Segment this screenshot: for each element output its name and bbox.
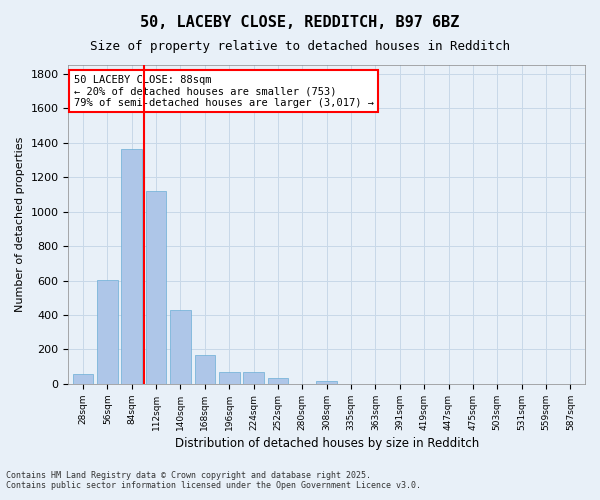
Bar: [121, 148, 142, 384]
Bar: [73, 374, 94, 384]
Text: Contains HM Land Registry data © Crown copyright and database right 2025.
Contai: Contains HM Land Registry data © Crown c…: [6, 470, 421, 490]
Bar: [146, 191, 166, 384]
Text: 50, LACEBY CLOSE, REDDITCH, B97 6BZ: 50, LACEBY CLOSE, REDDITCH, B97 6BZ: [140, 15, 460, 30]
Bar: [268, 378, 289, 384]
Bar: [97, 280, 118, 384]
Bar: [316, 380, 337, 384]
X-axis label: Distribution of detached houses by size in Redditch: Distribution of detached houses by size …: [175, 437, 479, 450]
Bar: [194, 354, 215, 384]
Text: 50 LACEBY CLOSE: 88sqm
← 20% of detached houses are smaller (753)
79% of semi-de: 50 LACEBY CLOSE: 88sqm ← 20% of detached…: [74, 74, 374, 108]
Y-axis label: Number of detached properties: Number of detached properties: [15, 137, 25, 312]
Bar: [219, 372, 239, 384]
Bar: [170, 310, 191, 384]
Bar: [243, 372, 264, 384]
Text: Size of property relative to detached houses in Redditch: Size of property relative to detached ho…: [90, 40, 510, 53]
